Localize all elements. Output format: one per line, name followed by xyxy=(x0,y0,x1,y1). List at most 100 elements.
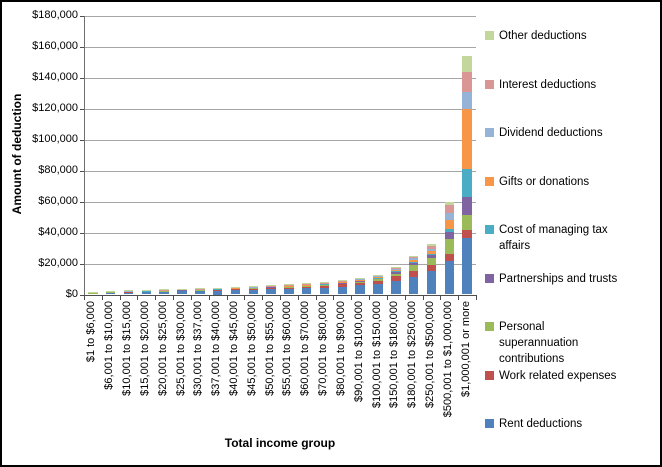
legend-swatch-icon xyxy=(485,322,494,331)
bar-segment xyxy=(426,257,437,266)
legend-label: Personal superannuation contributions xyxy=(499,321,579,365)
bar-segment xyxy=(284,288,294,295)
y-tick-label: $140,000 xyxy=(32,71,78,83)
x-tick-label: $50,001 to $55,000 xyxy=(263,300,276,396)
bar-segment xyxy=(159,291,169,295)
bar-segment xyxy=(391,280,401,295)
legend-item: Personal superannuation contributions xyxy=(485,319,625,367)
y-tick-label: $20,000 xyxy=(38,257,78,269)
bar-segment xyxy=(426,246,437,249)
gridline xyxy=(84,15,476,17)
legend-item: Interest deductions xyxy=(485,77,625,93)
bar-segment xyxy=(266,287,276,290)
bar-segment xyxy=(159,290,169,292)
bar-segment xyxy=(212,290,223,295)
bar-segment xyxy=(373,279,383,281)
legend-label: Rent deductions xyxy=(499,418,583,430)
bar-segment xyxy=(391,276,401,281)
legend-item: Dividend deductions xyxy=(485,125,625,141)
bar-segment xyxy=(230,288,241,291)
bar-segment xyxy=(337,284,348,287)
bar-segment xyxy=(444,239,455,255)
bar-segment xyxy=(230,290,241,295)
x-axis-tick xyxy=(458,295,460,300)
bar-segment xyxy=(391,272,401,274)
x-tick-label: $150,001 to $180,000 xyxy=(388,300,401,408)
x-tick-label: $45,001 to $50,000 xyxy=(245,300,258,396)
bar-segment xyxy=(408,258,419,260)
bar-segment xyxy=(391,269,401,270)
bar-segment xyxy=(177,290,187,292)
gridline xyxy=(84,201,476,203)
bar-segment xyxy=(284,287,294,289)
y-axis-tick xyxy=(80,170,84,172)
x-tick-label: $250,001 to $500,000 xyxy=(423,300,436,408)
x-tick-label: $30,001 to $37,000 xyxy=(192,300,205,396)
bar-segment xyxy=(105,292,116,295)
legend-swatch-icon xyxy=(485,273,494,283)
bar-segment xyxy=(462,109,472,169)
x-tick-label: $60,001 to $70,000 xyxy=(299,300,312,396)
bar-segment xyxy=(444,254,455,262)
bar-segment xyxy=(301,286,312,289)
bar-segment xyxy=(337,280,348,282)
bar-segment xyxy=(301,288,312,295)
bar-segment xyxy=(248,288,259,290)
legend-label: Work related expenses xyxy=(499,369,617,382)
x-axis-tick xyxy=(226,295,228,300)
bar-segment xyxy=(408,256,419,258)
bar-segment xyxy=(337,280,348,281)
gridline xyxy=(84,232,476,234)
bar-segment xyxy=(444,231,455,240)
x-axis-tick xyxy=(137,295,139,300)
legend-label: Gifts or donations xyxy=(499,175,590,188)
bar-segment xyxy=(408,271,419,278)
bar-segment xyxy=(462,168,472,197)
bar-segment xyxy=(462,71,472,92)
bar-segment xyxy=(408,260,419,262)
legend-item: Work related expenses xyxy=(485,368,625,384)
x-axis-tick xyxy=(244,295,246,300)
legend-swatch-icon xyxy=(485,225,494,234)
gridline xyxy=(84,263,476,265)
bar-segment xyxy=(373,277,383,279)
bar-segment xyxy=(391,270,401,272)
bar-segment xyxy=(212,289,223,291)
x-axis-tick xyxy=(84,295,85,300)
x-tick-label: $180,001 to $250,000 xyxy=(406,300,419,408)
x-tick-label: $90,001 to $100,000 xyxy=(352,300,365,402)
legend-label: Dividend deductions xyxy=(499,127,603,139)
bar-segment xyxy=(408,261,419,263)
bar-segment xyxy=(355,277,365,279)
bar-segment xyxy=(373,275,383,277)
bar-segment xyxy=(391,271,401,273)
legend-item: Rent deductions xyxy=(485,416,625,432)
bar-segment xyxy=(337,282,348,283)
bar-segment xyxy=(355,279,365,281)
bar-segment xyxy=(426,251,437,254)
y-axis-tick xyxy=(80,294,84,296)
bar-segment xyxy=(301,285,312,287)
x-axis-tick xyxy=(262,295,264,300)
x-tick-label: $40,001 to $45,000 xyxy=(227,300,240,396)
x-tick-label: $20,001 to $25,000 xyxy=(156,300,169,396)
bar-segment xyxy=(462,230,472,238)
y-axis-tick xyxy=(80,201,84,203)
y-axis-tick xyxy=(80,15,84,17)
bar-segment xyxy=(105,291,116,293)
bar-segment xyxy=(355,285,365,295)
x-axis-tick xyxy=(208,295,210,300)
bar-segment xyxy=(319,285,330,288)
x-tick-label: $100,001 to $150,000 xyxy=(370,300,383,408)
bar-segment xyxy=(444,212,455,221)
bar-segment xyxy=(462,237,472,295)
bar-segment xyxy=(444,202,455,206)
bar-segment xyxy=(373,280,383,284)
y-tick-label: $120,000 xyxy=(32,102,78,114)
x-axis-tick xyxy=(369,295,371,300)
y-tick-label: $80,000 xyxy=(38,164,78,176)
legend-item: Gifts or donations xyxy=(485,174,625,190)
bar-segment xyxy=(88,293,98,295)
x-axis-tick xyxy=(315,295,317,300)
bar-segment xyxy=(408,277,419,295)
